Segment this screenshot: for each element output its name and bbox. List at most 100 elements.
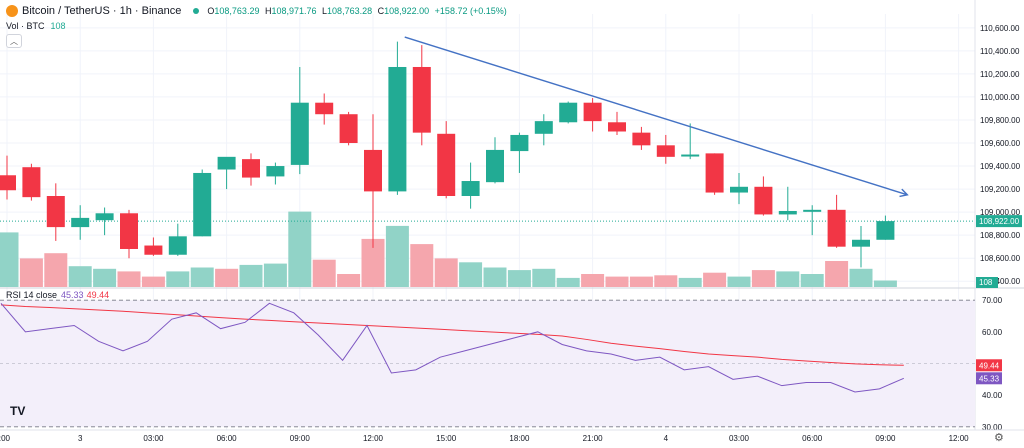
time-axis-tick-label: 03:00 <box>729 434 750 443</box>
volume-bar <box>337 274 361 287</box>
volume-bar <box>629 276 653 287</box>
time-axis-tick-label: 06:00 <box>802 434 823 443</box>
last-price-tag-label: 108,922.00 <box>979 217 1020 226</box>
volume-bar <box>166 271 190 287</box>
trendline-arrowhead <box>899 188 909 198</box>
volume-legend: Vol · BTC 108 <box>6 21 66 31</box>
volume-bar <box>93 268 117 287</box>
time-axis-tick-label: 18:00 <box>509 434 530 443</box>
candle-body <box>217 156 236 170</box>
price-axis-tick-label: 109,000.00 <box>980 208 1021 217</box>
rsi-legend: RSI 14 close 45.33 49.44 <box>6 290 109 300</box>
time-axis-tick-label: 12:00 <box>949 434 970 443</box>
rsi-tag <box>976 372 1002 385</box>
chevron-up-icon: ︿ <box>10 36 18 46</box>
volume-bar <box>410 244 434 287</box>
volume-bar <box>532 268 556 287</box>
candle-body <box>22 167 41 198</box>
candle-body <box>656 145 675 157</box>
ohlc-change-value: +158.72 (+0.15%) <box>434 6 507 16</box>
time-axis-tick-label: 4 <box>664 434 669 443</box>
volume-value: 108 <box>50 21 66 31</box>
rsi-value: 45.33 <box>61 290 84 300</box>
volume-bar <box>776 271 800 287</box>
rsi-line <box>0 302 904 393</box>
time-axis-tick-label: 06:00 <box>217 434 238 443</box>
volume-bar <box>849 268 873 287</box>
time-axis-tick-label: 15:00 <box>436 434 457 443</box>
ohlc-open-key: O <box>207 6 215 16</box>
candle-body <box>705 153 724 193</box>
rsi-axis-tick-label: 70.00 <box>982 296 1003 305</box>
market-status-icon <box>193 8 200 14</box>
ohlc-open-value: 108,763.29 <box>214 6 260 16</box>
candle-body <box>168 236 187 255</box>
rsi-ma-tag <box>976 359 1002 372</box>
time-axis-tick-label: 12:00 <box>363 434 384 443</box>
candle-body <box>461 181 480 196</box>
rsi-name: RSI 14 close <box>6 290 58 300</box>
ohlc-high-value: 108,971.76 <box>271 6 317 16</box>
candle-body <box>71 217 90 228</box>
candle-body <box>193 172 212 237</box>
collapse-legend-button[interactable]: ︿ <box>6 34 22 48</box>
volume-bar <box>507 270 531 287</box>
candle-body <box>388 66 407 192</box>
candle-body <box>437 133 456 196</box>
volume-bar <box>605 276 629 287</box>
last-price-tag <box>976 215 1022 228</box>
candle-body <box>144 245 163 255</box>
ohlc-low-value: 108,763.28 <box>327 6 373 16</box>
rsi-ma-tag-label: 49.44 <box>979 361 1000 370</box>
ohlc-close-value: 108,922.00 <box>384 6 430 16</box>
candle-body <box>608 122 626 132</box>
candle-body <box>46 196 65 228</box>
volume-tag-label: 108 <box>979 278 993 287</box>
volume-bar <box>678 277 702 287</box>
ohlc-readout: O108,763.29 H108,971.76 L108,763.28 C108… <box>207 6 509 16</box>
price-axis-tick-label: 109,400.00 <box>980 162 1021 171</box>
gear-icon[interactable]: ⚙ <box>994 432 1004 444</box>
candle-body <box>827 209 846 247</box>
price-axis-tick-label: 109,200.00 <box>980 185 1021 194</box>
candle-body <box>364 149 382 192</box>
volume-bar <box>239 264 263 287</box>
volume-bar <box>312 259 336 287</box>
candle-body <box>120 213 138 249</box>
volume-name: Vol · BTC <box>6 21 45 31</box>
time-axis-tick-label: 21:00 <box>0 434 11 443</box>
candle-body <box>754 186 773 215</box>
price-axis-tick-label: 110,200.00 <box>980 70 1020 79</box>
trendline <box>404 36 908 196</box>
volume-bar <box>459 262 483 287</box>
candle-body <box>95 213 114 221</box>
volume-bar <box>483 267 507 287</box>
candle-body <box>290 102 309 165</box>
ohlc-low-key: L <box>322 6 328 16</box>
volume-bar <box>385 225 409 287</box>
price-axis-tick-label: 110,600.00 <box>980 24 1020 33</box>
time-axis-tick-label: 03:00 <box>143 434 164 443</box>
volume-bar <box>361 238 385 287</box>
candle-body <box>339 114 358 144</box>
volume-bar <box>727 276 751 287</box>
symbol-title[interactable]: Bitcoin / TetherUS · 1h · Binance <box>22 5 182 17</box>
time-axis-tick-label: 09:00 <box>290 434 311 443</box>
candle-body <box>876 221 895 240</box>
price-axis-tick-label: 110,400.00 <box>980 47 1020 56</box>
volume-bar <box>703 272 727 287</box>
candle-body <box>730 186 748 193</box>
volume-bar <box>825 261 849 287</box>
volume-bar <box>68 266 92 287</box>
rsi-ma-line <box>0 304 904 366</box>
volume-bar <box>654 275 678 287</box>
price-axis-tick-label: 108,800.00 <box>980 231 1021 240</box>
chart-header: Bitcoin / TetherUS · 1h · Binance O108,7… <box>6 5 510 17</box>
volume-bar <box>19 258 43 287</box>
price-axis-tick-label: 108,400.00 <box>980 277 1021 286</box>
candle-body <box>412 66 431 133</box>
candle-body <box>583 102 602 122</box>
tradingview-logo[interactable]: TV <box>10 404 26 418</box>
candle-body <box>778 210 797 215</box>
